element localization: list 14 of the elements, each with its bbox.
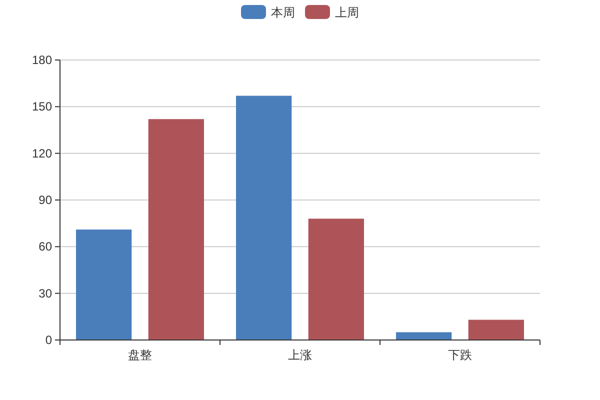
y-tick-label: 30 — [38, 286, 52, 300]
y-tick-label: 0 — [45, 333, 52, 347]
x-tick-label: 盘整 — [128, 348, 152, 362]
y-tick-label: 60 — [38, 240, 52, 254]
y-tick-label: 90 — [38, 193, 52, 207]
x-tick-label: 下跌 — [448, 348, 472, 362]
legend-item: 本周 — [241, 5, 295, 20]
x-tick-label: 上涨 — [288, 348, 312, 362]
y-tick-label: 180 — [32, 53, 52, 67]
y-tick-label: 120 — [32, 146, 52, 160]
legend-label: 上周 — [335, 6, 359, 20]
legend-item: 上周 — [305, 5, 359, 20]
legend-label: 本周 — [271, 6, 295, 20]
y-tick-label: 150 — [32, 100, 52, 114]
